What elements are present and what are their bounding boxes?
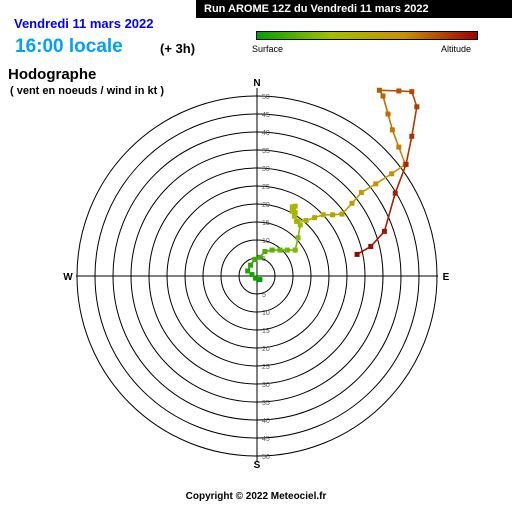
- trace-segment: [375, 173, 393, 185]
- trace-segment: [387, 113, 394, 131]
- trace-segment: [370, 230, 386, 248]
- ring-label-s-45: 45: [262, 436, 270, 443]
- wind-point: [330, 212, 336, 218]
- ring-label-s-35: 35: [262, 400, 270, 407]
- wind-point: [295, 235, 301, 241]
- wind-point: [373, 181, 379, 187]
- scale-surface-label: Surface: [252, 44, 284, 54]
- wind-point: [252, 256, 258, 262]
- ring-label-s-40: 40: [262, 418, 270, 425]
- wind-point: [292, 203, 298, 209]
- wind-point: [368, 243, 374, 249]
- wind-point: [292, 210, 298, 216]
- wind-point: [312, 215, 318, 221]
- wind-point: [262, 249, 268, 255]
- wind-point: [381, 228, 387, 234]
- ring-label-n-15: 15: [262, 220, 270, 227]
- wind-point: [291, 213, 297, 219]
- wind-point: [303, 218, 309, 224]
- ring-label-n-10: 10: [262, 238, 270, 245]
- wind-point: [257, 277, 263, 283]
- wind-point: [289, 204, 295, 210]
- wind-point: [358, 189, 364, 195]
- trace-segment: [405, 136, 413, 165]
- wind-point: [389, 127, 395, 133]
- forecast-time: 16:00 locale: [15, 36, 123, 57]
- wind-point: [354, 251, 360, 257]
- wind-point: [409, 133, 415, 139]
- ring-label-n-5: 5: [262, 256, 266, 263]
- wind-point: [414, 104, 420, 110]
- wind-point: [349, 200, 355, 206]
- wind-point: [339, 211, 345, 217]
- hodograph-axes: [76, 88, 438, 462]
- compass-east: E: [443, 272, 450, 283]
- wind-point: [269, 247, 275, 253]
- wind-point: [396, 88, 402, 94]
- altitude-color-scale: [256, 31, 478, 40]
- trace-segment: [391, 129, 400, 148]
- wind-point: [289, 208, 295, 214]
- copyright: Copyright © 2022 Meteociel.fr: [185, 491, 327, 502]
- ring-label-n-35: 35: [262, 148, 270, 155]
- scale-altitude-label: Altitude: [441, 44, 472, 54]
- forecast-date: Vendredi 11 mars 2022: [14, 16, 154, 31]
- wind-point: [320, 212, 326, 218]
- ring-label-s-50: 50: [262, 454, 270, 461]
- wind-points: [245, 87, 420, 283]
- trace-segment: [382, 95, 389, 115]
- wind-point: [385, 111, 391, 117]
- ring-label-n-30: 30: [262, 166, 270, 173]
- wind-point: [248, 262, 254, 268]
- trace-segment: [398, 146, 407, 165]
- wind-point: [245, 268, 251, 274]
- wind-point: [389, 171, 395, 177]
- wind-point: [376, 87, 382, 93]
- ring-label-n-45: 45: [262, 112, 270, 119]
- ring-label-s-30: 30: [262, 382, 270, 389]
- chart-title: Hodographe: [8, 66, 97, 83]
- trace-segment: [383, 192, 397, 232]
- ring-label-s-10: 10: [262, 310, 270, 317]
- compass-west: W: [63, 272, 73, 283]
- wind-point: [284, 247, 290, 253]
- trace-segment: [394, 164, 407, 194]
- chart-subtitle: ( vent en noeuds / wind in kt ): [10, 85, 165, 97]
- wind-point: [409, 89, 415, 95]
- run-info-bar: Run AROME 12Z du Vendredi 11 mars 2022: [196, 0, 512, 18]
- ring-label-n-40: 40: [262, 130, 270, 137]
- wind-point: [249, 272, 255, 278]
- wind-point: [257, 254, 263, 260]
- ring-label-s-25: 25: [262, 364, 270, 371]
- wind-point: [380, 93, 386, 99]
- ring-label-n-50: 50: [262, 94, 270, 101]
- wind-point: [392, 190, 398, 196]
- ring-label-n-20: 20: [262, 202, 270, 209]
- compass-north: N: [253, 78, 260, 89]
- ring-label-s-20: 20: [262, 346, 270, 353]
- wind-point: [292, 247, 298, 253]
- wind-point: [396, 144, 402, 150]
- wind-point: [403, 161, 409, 167]
- trace-segment: [411, 91, 418, 108]
- wind-point: [277, 247, 283, 253]
- ring-label-n-25: 25: [262, 184, 270, 191]
- ring-labels: 5 5 10 10 15 15 20 20 25 25 30 30 35 35 40 40 45 45 50 50: [262, 94, 270, 461]
- trace-segment: [379, 89, 399, 92]
- wind-point: [253, 275, 259, 281]
- ring-label-s-15: 15: [262, 328, 270, 335]
- ring-label-s-5: 5: [262, 292, 266, 299]
- trace-segment: [411, 106, 418, 137]
- forecast-offset: (+ 3h): [160, 41, 196, 56]
- wind-point: [294, 218, 300, 224]
- compass-south: S: [254, 460, 261, 471]
- wind-point: [297, 222, 303, 228]
